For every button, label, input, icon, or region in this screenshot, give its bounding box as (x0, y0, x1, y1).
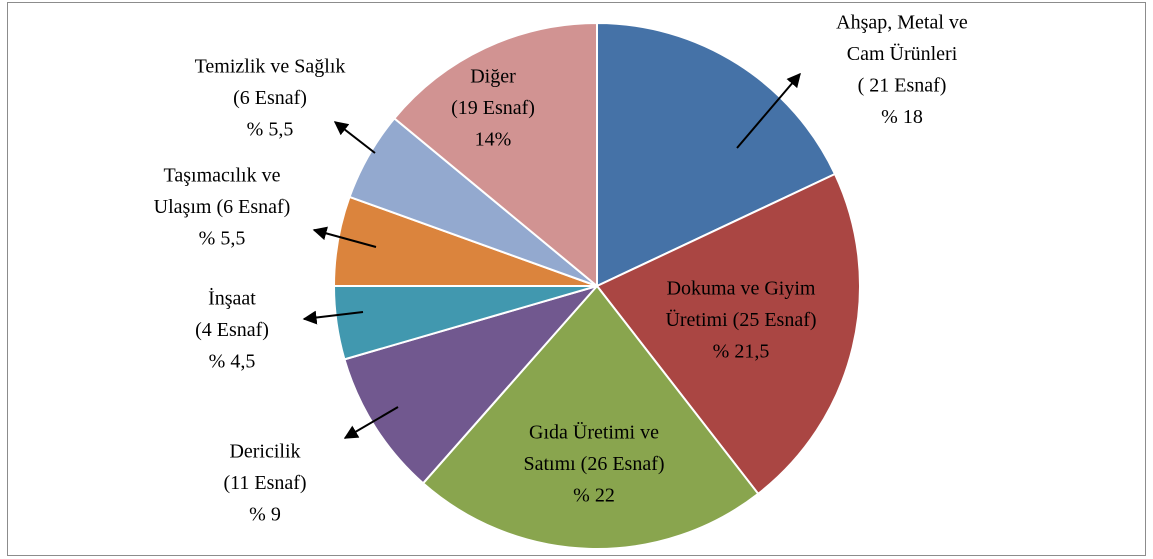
slice-label: Dericilik (229, 441, 300, 463)
label-arrow (302, 310, 364, 325)
pie-slice (392, 21, 598, 289)
slice-label: Ulaşım (6 Esnaf) (154, 196, 291, 218)
value-label: % 22 (573, 485, 615, 507)
slice-label: ( 21 Esnaf) (858, 75, 947, 97)
pie-slice (595, 172, 861, 496)
value-label: % 4,5 (209, 351, 256, 373)
label-arrow (736, 72, 801, 149)
label-arrow (343, 406, 399, 439)
value-label: % 5,5 (247, 119, 294, 141)
slice-label: Gıda Üretimi ve (529, 421, 659, 444)
slice-label: (11 Esnaf) (223, 472, 306, 494)
pie-slice (421, 284, 760, 550)
slice-label: Dokuma ve Giyim (667, 278, 816, 300)
label-arrow (312, 226, 377, 248)
slice-label: (4 Esnaf) (195, 319, 269, 341)
slice-label: (6 Esnaf) (233, 87, 307, 109)
label-arrow (333, 121, 376, 154)
pie-slice (343, 284, 601, 485)
value-label: % 9 (249, 504, 281, 526)
slice-label: İnşaat (208, 287, 256, 310)
value-label: % 18 (881, 106, 923, 128)
value-label: 14% (475, 129, 512, 151)
value-label: % 5,5 (199, 228, 246, 250)
slice-label: Üretimi (25 Esnaf) (665, 308, 816, 331)
slice-label: Ahşap, Metal ve (836, 12, 968, 34)
slice-label: Cam Ürünleri (847, 42, 958, 65)
slice-label: Taşımacılık ve (164, 165, 281, 187)
slice-label: Satımı (26 Esnaf) (523, 453, 664, 475)
slice-label: Temizlik ve Sağlık (195, 56, 346, 78)
value-label: % 21,5 (713, 341, 770, 363)
slice-label: (19 Esnaf) (451, 97, 535, 119)
pie-slice (596, 21, 837, 288)
slice-label: Diğer (470, 66, 516, 88)
